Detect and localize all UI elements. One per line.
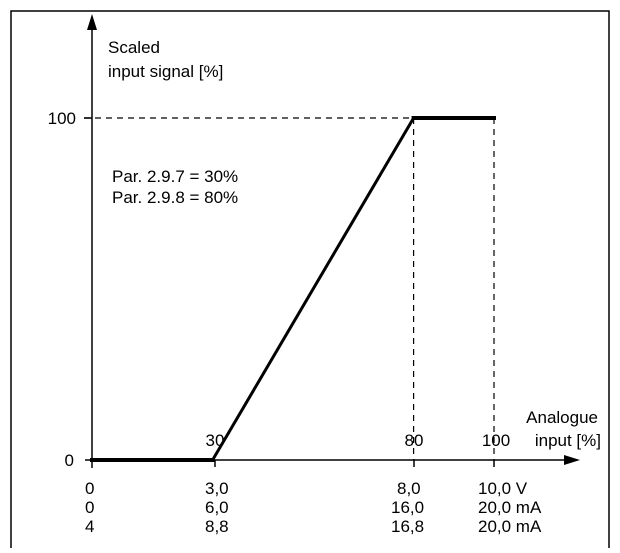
row-voltage-col-0: 0 bbox=[85, 479, 94, 498]
parameter-min-label: Par. 2.9.7 = 30% bbox=[112, 167, 238, 186]
row-current-col-3: 20,0 mA bbox=[478, 498, 542, 517]
parameter-max-label: Par. 2.9.8 = 80% bbox=[112, 188, 238, 207]
x-tick-label-100: 100 bbox=[482, 431, 510, 450]
row-voltage-col-1: 3,0 bbox=[205, 479, 229, 498]
y-tick-0: 0 bbox=[65, 451, 74, 470]
row-current-offset-col-0: 4 bbox=[85, 517, 94, 536]
x-axis-arrow bbox=[564, 455, 580, 465]
row-current-col-0: 0 bbox=[85, 498, 94, 517]
row-current-col-1: 6,0 bbox=[205, 498, 229, 517]
series-segment-ramp bbox=[210, 115, 416, 463]
row-current-offset-col-2: 16,8 bbox=[391, 517, 424, 536]
frame-border bbox=[10, 10, 610, 548]
row-current-offset-col-3: 20,0 mA bbox=[478, 517, 542, 536]
row-voltage-col-2: 8,0 bbox=[397, 479, 421, 498]
x-axis-label-line-2: input [%] bbox=[535, 431, 601, 450]
series-group bbox=[90, 115, 496, 463]
y-axis-arrow bbox=[87, 14, 97, 30]
x-axis-label-line-1: Analogue bbox=[526, 408, 598, 427]
y-axis-label-line-2: input signal [%] bbox=[108, 62, 223, 81]
y-tick-100: 100 bbox=[48, 109, 76, 128]
guide-lines bbox=[84, 117, 495, 460]
y-axis-label-line-1: Scaled bbox=[108, 38, 160, 57]
row-current-offset-col-1: 8,8 bbox=[205, 517, 229, 536]
row-voltage-col-3: 10,0 V bbox=[478, 479, 528, 498]
row-current-col-2: 16,0 bbox=[391, 498, 424, 517]
